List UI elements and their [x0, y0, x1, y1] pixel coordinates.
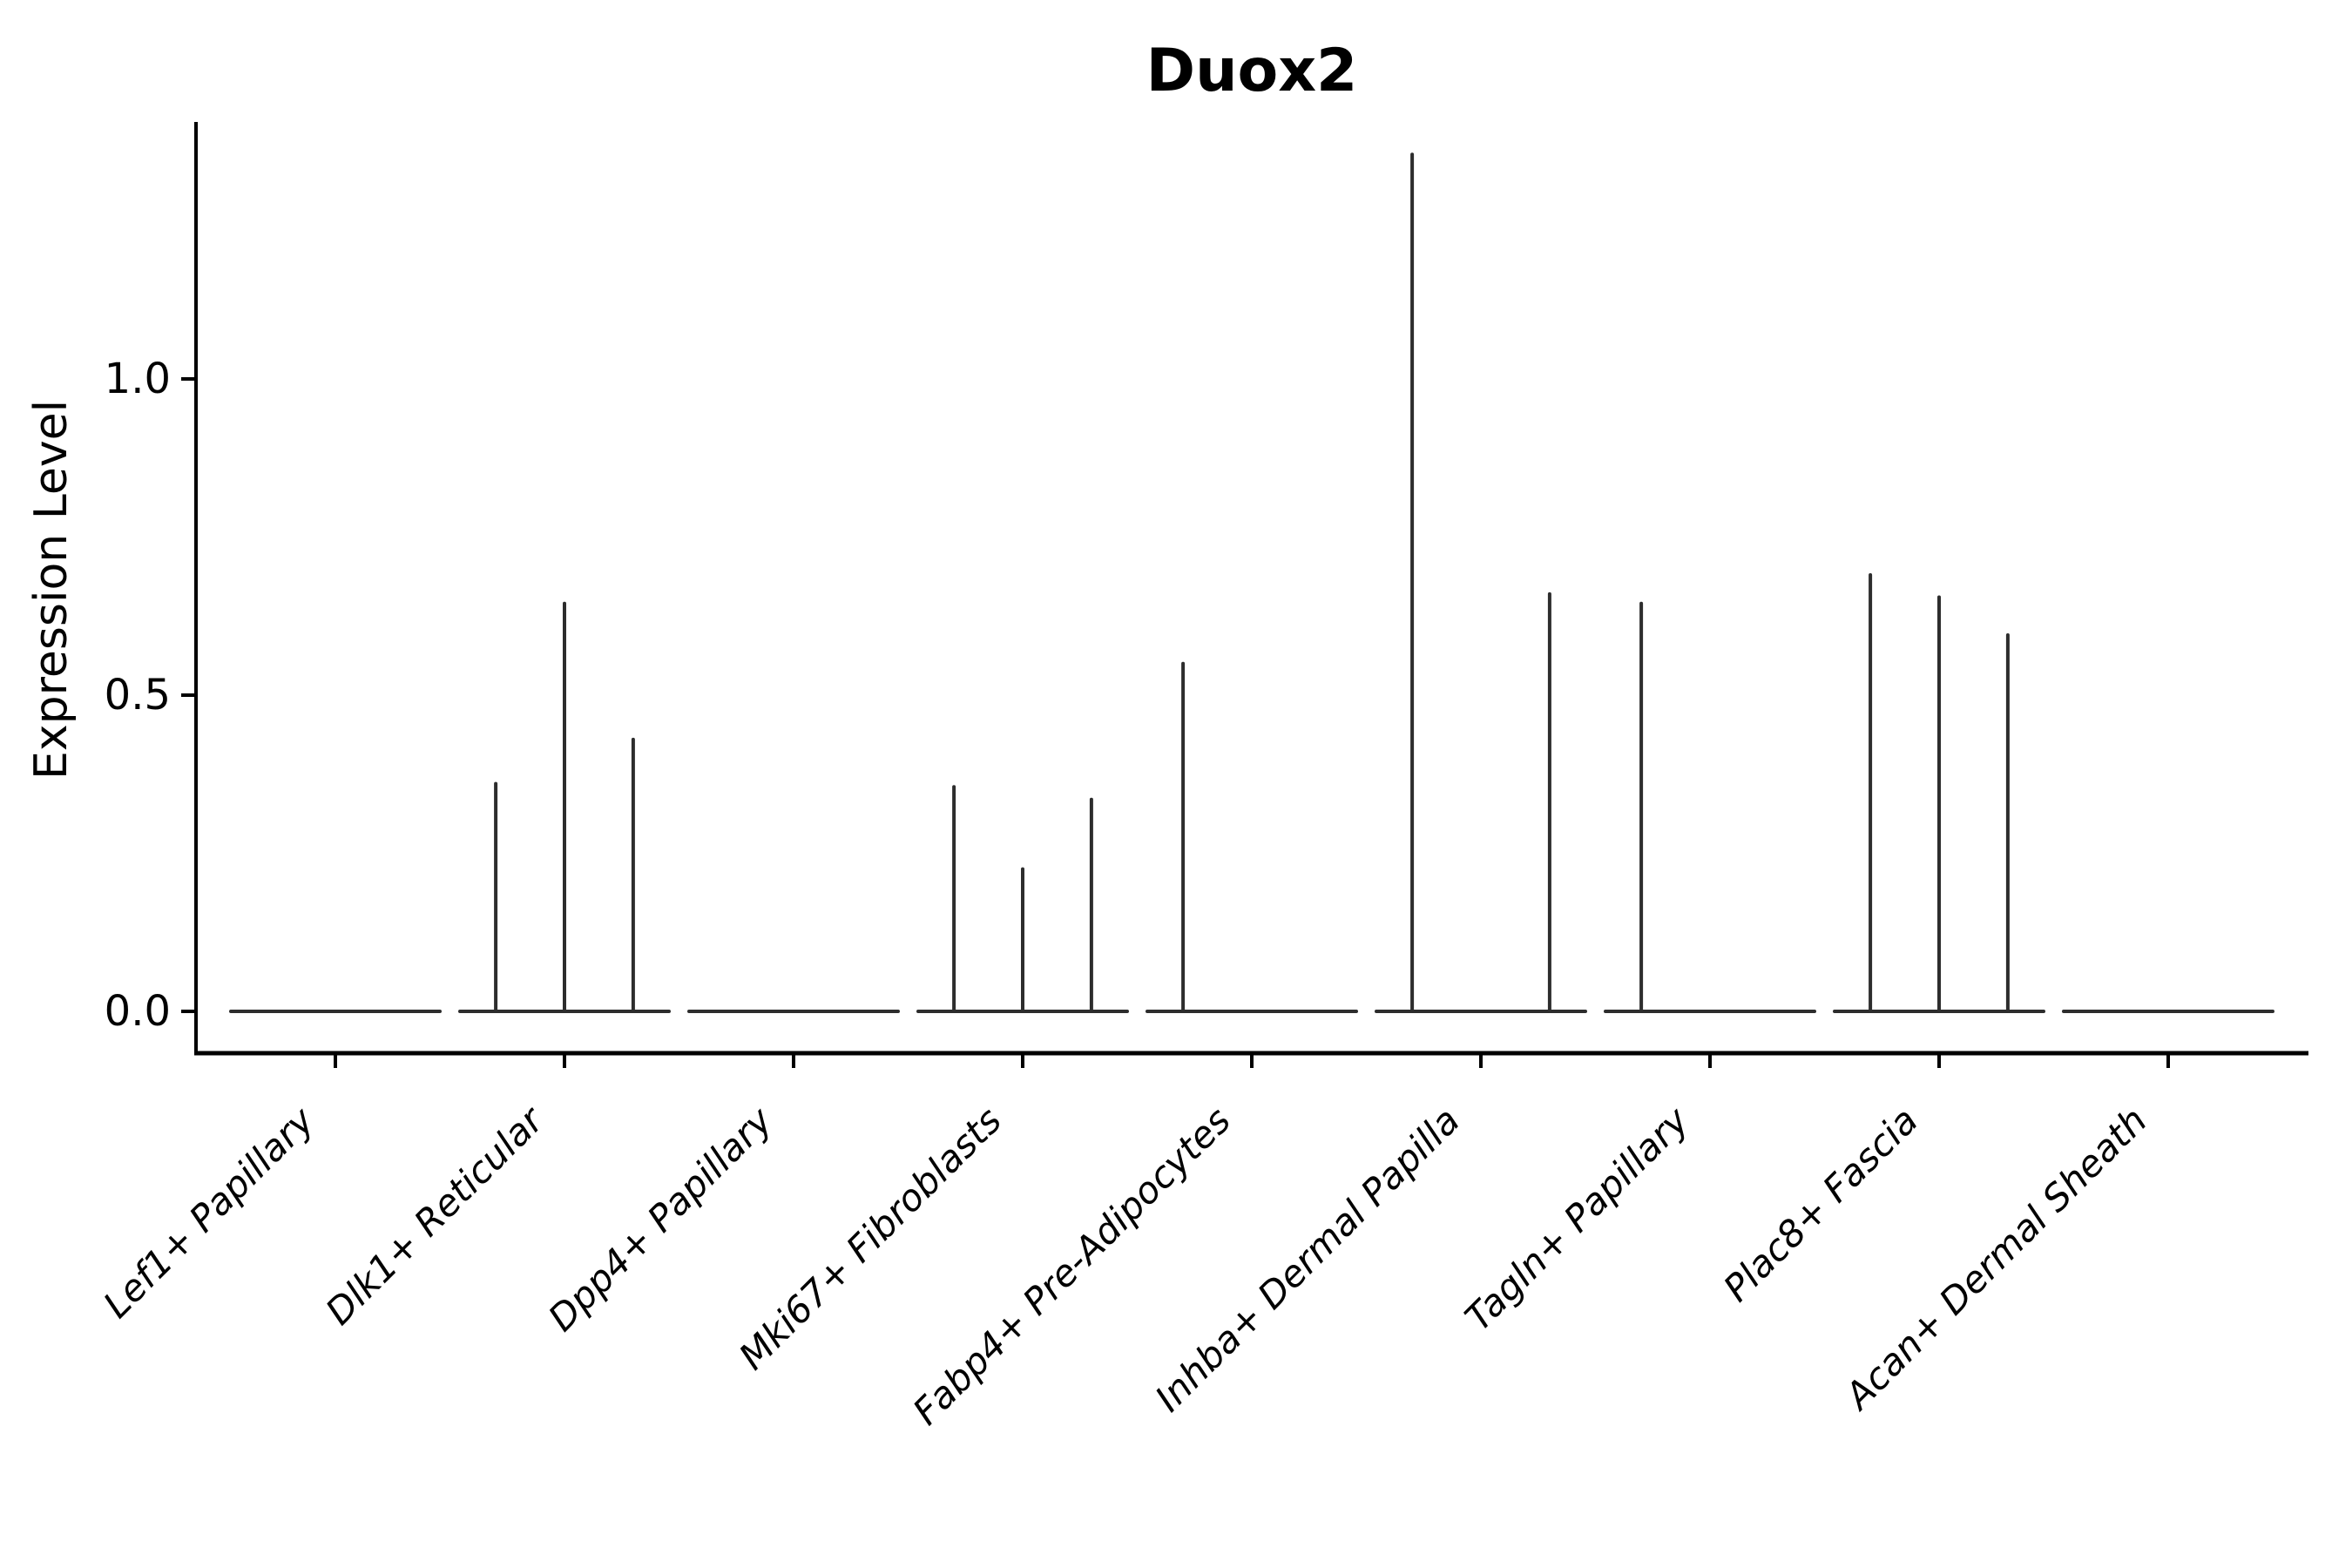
- violin-fabp4-pre-adipocytes: [1146, 661, 1358, 1013]
- violin-inhba-dermal-papilla: [1375, 152, 1587, 1013]
- violins-layer: [229, 152, 2274, 1013]
- x-tick-label-plac8-fascia: Plac8+ Fascia: [1715, 1098, 1926, 1309]
- y-axis-label: Expression Level: [25, 400, 78, 780]
- violin-dlk1-reticular: [458, 601, 671, 1013]
- y-tick-label: 0.0: [105, 987, 171, 1036]
- y-tick-label: 1.0: [105, 355, 171, 403]
- x-tick-label-mki67-fibroblasts: Mki67+ Fibroblasts: [731, 1098, 1010, 1377]
- x-tick-label-lef1-papillary: Lef1+ Papillary: [95, 1098, 323, 1327]
- violin-mki67-fibroblasts: [916, 785, 1129, 1013]
- y-tick-label: 0.5: [105, 671, 171, 720]
- x-tick-label-tagln-papillary: Tagln+ Papillary: [1456, 1098, 1698, 1340]
- chart-title: Duox2: [1146, 37, 1358, 105]
- violin-plac8-fascia: [1833, 573, 2045, 1013]
- x-tick-label-dlk1-reticular: Dlk1+ Reticular: [317, 1097, 553, 1333]
- x-tick-label-dpp4-papillary: Dpp4+ Papillary: [540, 1098, 781, 1340]
- violin-tagln-papillary: [1604, 601, 1816, 1013]
